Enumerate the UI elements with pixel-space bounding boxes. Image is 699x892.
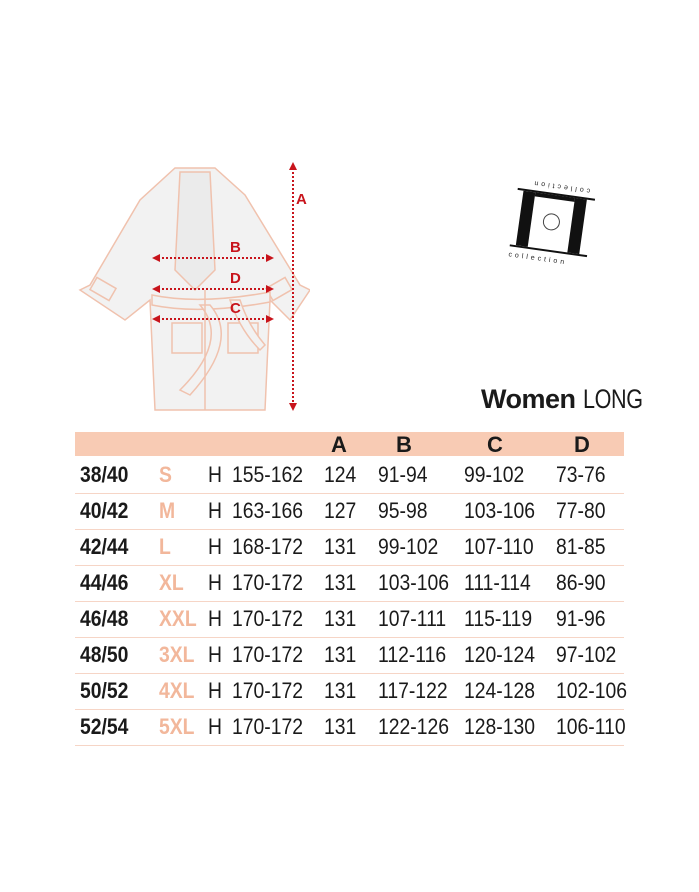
cell-c: 107-110: [464, 534, 534, 559]
cell-b: 103-106: [378, 570, 450, 595]
cell-c: 120-124: [464, 642, 536, 667]
cell-d: 73-76: [556, 462, 606, 487]
cell-a: 131: [324, 642, 357, 667]
cell-a: 127: [324, 498, 357, 523]
bathrobe-diagram: A B D C: [78, 162, 310, 411]
label-d: D: [230, 270, 241, 287]
cell-h: H: [208, 642, 222, 667]
cell-b: 99-102: [378, 534, 439, 559]
cell-d: 97-102: [556, 642, 617, 667]
cell-c: 124-128: [464, 678, 536, 703]
label-a: A: [296, 191, 307, 208]
svg-text:collection: collection: [508, 251, 568, 266]
cell-d: 77-80: [556, 498, 606, 523]
column-header-b: B: [396, 432, 412, 457]
cell-b: 91-94: [378, 462, 428, 487]
column-header-d: D: [574, 432, 590, 457]
cell-a: 131: [324, 534, 357, 559]
cell-a: 124: [324, 462, 357, 487]
title-bold: Women: [481, 384, 576, 414]
cell-eu: 50/52: [80, 678, 129, 703]
label-c: C: [230, 300, 241, 317]
cell-c: 99-102: [464, 462, 525, 487]
table-row: 38/40 S H 155-162 124 91-94 99-102 73-76: [75, 457, 624, 494]
table-row: 48/50 3XL H 170-172 131 112-116 120-124 97-102: [75, 637, 624, 674]
cell-size: L: [159, 534, 171, 559]
cell-c: 128-130: [464, 714, 536, 739]
table-row: 44/46 XL H 170-172 131 103-106 111-114 86-90: [75, 565, 624, 602]
cell-d: 91-96: [556, 606, 606, 631]
cell-size: 5XL: [159, 714, 195, 739]
column-header-c: C: [487, 432, 503, 457]
cell-a: 131: [324, 606, 357, 631]
table-row: 50/52 4XL H 170-172 131 117-122 124-128 102-106: [75, 673, 628, 710]
cell-height: 170-172: [232, 714, 304, 739]
cell-h: H: [208, 498, 222, 523]
cell-b: 117-122: [378, 678, 448, 703]
cell-height: 168-172: [232, 534, 304, 559]
cell-size: M: [159, 498, 176, 523]
cell-eu: 46/48: [80, 606, 129, 631]
cell-c: 103-106: [464, 498, 536, 523]
table-row: 46/48 XXL H 170-172 131 107-111 115-119 91-96: [75, 601, 624, 638]
cell-size: XXL: [159, 606, 197, 631]
column-header-a: A: [331, 432, 347, 457]
cell-eu: 40/42: [80, 498, 129, 523]
cell-height: 170-172: [232, 570, 304, 595]
cell-eu: 44/46: [80, 570, 129, 595]
cell-eu: 52/54: [80, 714, 129, 739]
cell-eu: 48/50: [80, 642, 129, 667]
cell-b: 122-126: [378, 714, 450, 739]
cell-h: H: [208, 606, 222, 631]
cell-d: 106-110: [556, 714, 626, 739]
cell-eu: 38/40: [80, 462, 129, 487]
cell-a: 131: [324, 570, 357, 595]
cell-b: 95-98: [378, 498, 428, 523]
cell-h: H: [208, 570, 222, 595]
cell-h: H: [208, 678, 222, 703]
cell-c: 115-119: [464, 606, 533, 631]
cell-b: 112-116: [378, 642, 447, 667]
label-b: B: [230, 239, 241, 256]
cell-h: H: [208, 714, 222, 739]
brand-logo: collection collection: [508, 180, 596, 266]
cell-h: H: [208, 534, 222, 559]
cell-size: XL: [159, 570, 184, 595]
cell-b: 107-111: [378, 606, 447, 631]
table-row: 52/54 5XL H 170-172 131 122-126 128-130 106-110: [75, 709, 626, 746]
title-light: LONG: [582, 384, 643, 414]
cell-d: 81-85: [556, 534, 606, 559]
cell-h: H: [208, 462, 222, 487]
cell-a: 131: [324, 678, 357, 703]
table-row: 42/44 L H 168-172 131 99-102 107-110 81-85: [75, 529, 624, 566]
cell-height: 170-172: [232, 642, 304, 667]
chart-title: Women LONG: [481, 384, 657, 415]
table-row: 40/42 M H 163-166 127 95-98 103-106 77-80: [75, 493, 624, 530]
table-header-band: [75, 432, 624, 456]
cell-c: 111-114: [464, 570, 531, 595]
cell-height: 170-172: [232, 606, 304, 631]
cell-height: 163-166: [232, 498, 304, 523]
cell-height: 170-172: [232, 678, 304, 703]
cell-size: 3XL: [159, 642, 195, 667]
cell-d: 86-90: [556, 570, 606, 595]
cell-a: 131: [324, 714, 357, 739]
cell-height: 155-162: [232, 462, 304, 487]
cell-size: 4XL: [159, 678, 195, 703]
cell-eu: 42/44: [80, 534, 129, 559]
cell-size: S: [159, 462, 172, 487]
cell-d: 102-106: [556, 678, 628, 703]
